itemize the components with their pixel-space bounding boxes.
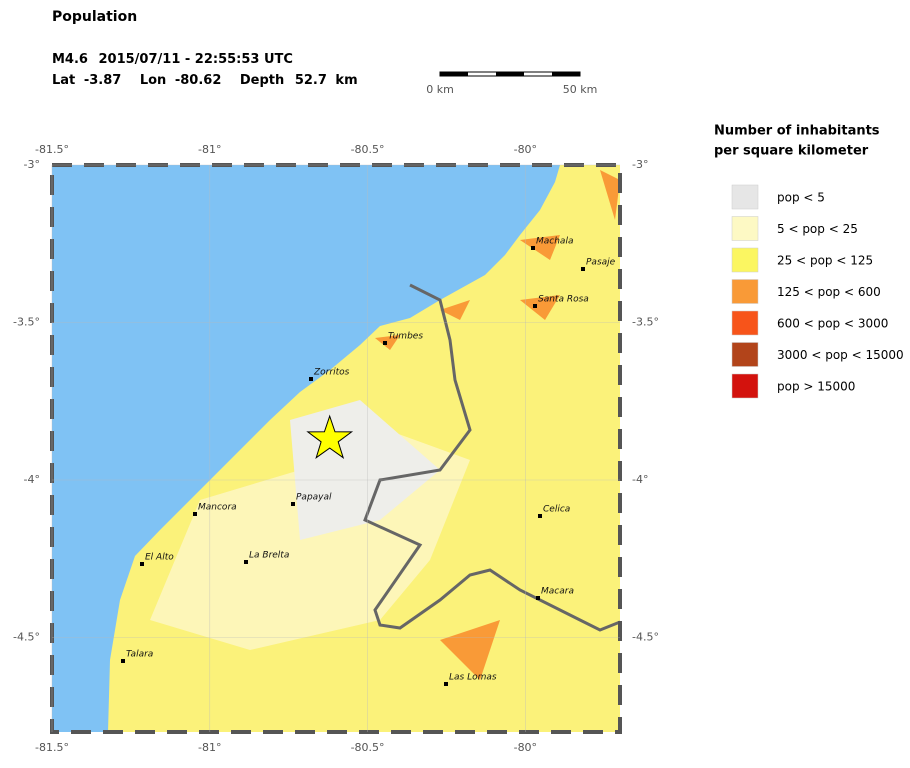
legend-swatch (731, 184, 759, 210)
depth-unit: km (335, 73, 357, 88)
city-marker (383, 341, 387, 345)
legend-label: 25 < pop < 125 (777, 254, 873, 268)
y-tick-label: -3.5° (13, 316, 40, 329)
city-marker (309, 377, 313, 381)
scale-start: 0 km (426, 83, 454, 96)
title: Population (52, 9, 137, 25)
city-label: Talara (126, 650, 153, 660)
city-marker (536, 596, 540, 600)
city-label: Santa Rosa (538, 295, 589, 305)
legend-label: 5 < pop < 25 (777, 222, 858, 236)
city-label: Las Lomas (449, 673, 497, 683)
depth: 52.7 (295, 73, 327, 88)
city-label: Mancora (198, 503, 237, 513)
city-marker (531, 246, 535, 250)
city-label: Tumbes (388, 332, 423, 342)
legend-swatch (731, 310, 759, 336)
epicenter (306, 414, 354, 459)
border (363, 283, 621, 632)
city-marker (533, 304, 537, 308)
lon: -80.62 (175, 73, 222, 88)
legend-swatch (731, 373, 759, 399)
city-label: El Alto (145, 553, 174, 563)
city-marker (538, 514, 542, 518)
city-marker (121, 659, 125, 663)
event-location: Lat -3.87 Lon -80.62 Depth 52.7 km (52, 73, 358, 88)
x-tick-label: -81.5° (35, 143, 69, 156)
y-tick-label: -4° (24, 473, 40, 486)
city-label: La Brelta (249, 551, 289, 561)
city-label: Zorritos (313, 368, 350, 378)
x-tick-label: -81° (198, 741, 221, 754)
event-line: M4.6 2015/07/11 - 22:55:53 UTC (52, 52, 293, 67)
x-tick-label: -80.5° (351, 143, 385, 156)
legend-swatch (731, 342, 759, 367)
lat: -3.87 (84, 73, 121, 88)
y-tick-label: -4.5° (13, 631, 40, 644)
city-marker (291, 502, 295, 506)
legend-label: 600 < pop < 3000 (777, 317, 888, 331)
city-marker (444, 682, 448, 686)
lat-label: Lat (52, 73, 75, 88)
legend-title: per square kilometer (714, 144, 869, 159)
x-tick-label: -80.5° (351, 741, 385, 754)
lon-label: Lon (140, 73, 166, 88)
legend-label: 125 < pop < 600 (777, 285, 881, 299)
datetime: 2015/07/11 - 22:55:53 UTC (99, 52, 293, 67)
x-tick-label: -80° (514, 741, 537, 754)
legend-title: Number of inhabitants (714, 124, 880, 139)
city-label: Pasaje (586, 258, 616, 268)
scale-bar: 0 km 50 km (426, 71, 598, 96)
magnitude: M4.6 (52, 52, 88, 67)
ocean (52, 165, 560, 732)
x-tick-label: -81.5° (35, 741, 69, 754)
city-marker (193, 512, 197, 516)
legend-swatch (731, 216, 759, 241)
legend-swatch (731, 247, 759, 273)
y-tick-label: -4.5° (632, 631, 659, 644)
legend-label: 3000 < pop < 15000 (777, 348, 904, 362)
city-label: Macara (541, 587, 574, 597)
x-tick-label: -81° (198, 143, 221, 156)
x-tick-label: -80° (514, 143, 537, 156)
legend-label: pop > 15000 (777, 380, 855, 394)
city-label: Papayal (296, 493, 332, 503)
y-tick-label: -4° (632, 473, 648, 486)
y-tick-label: -3° (632, 158, 648, 171)
depth-label: Depth (240, 73, 284, 88)
y-tick-label: -3.5° (632, 316, 659, 329)
legend-swatch (731, 279, 759, 304)
city-marker (581, 267, 585, 271)
city-label: Machala (536, 237, 573, 247)
legend-label: pop < 5 (777, 191, 825, 205)
city-label: Celica (543, 505, 570, 515)
city-marker (140, 562, 144, 566)
city-marker (244, 560, 248, 564)
scale-end: 50 km (563, 83, 598, 96)
y-tick-label: -3° (24, 158, 40, 171)
